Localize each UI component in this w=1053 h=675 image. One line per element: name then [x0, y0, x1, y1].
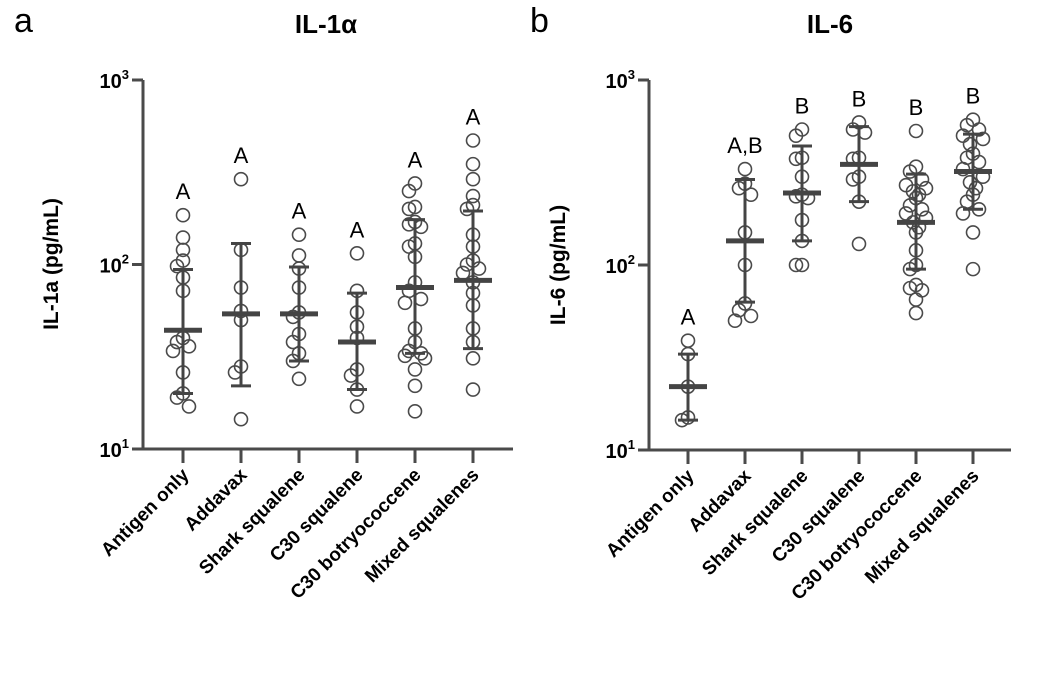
- significance-label: A,B: [727, 133, 762, 158]
- data-point: [233, 171, 249, 187]
- data-point: [975, 131, 991, 147]
- data-point: [727, 313, 743, 328]
- data-point: [965, 225, 981, 240]
- data-point: [465, 188, 481, 204]
- y-tick-label: 101: [606, 437, 635, 463]
- significance-label: B: [909, 95, 924, 120]
- data-point: [401, 201, 417, 217]
- significance-label: A: [350, 217, 365, 242]
- panel-b: b IL-6 IL-6 (pg/mL) 101 102 103 Antigen onl…: [530, 2, 1011, 604]
- significance-label: A: [408, 147, 423, 172]
- data-point: [397, 295, 413, 311]
- data-point: [291, 248, 307, 263]
- y-tick-label: 102: [100, 252, 129, 278]
- data-point: [731, 302, 747, 318]
- y-tick-label: 103: [606, 67, 635, 93]
- panel-a: a IL-1α IL-1a (pg/mL) 101 102 103 Antigen o…: [14, 2, 513, 603]
- panel-a-y-axis-label: IL-1a (pg/mL): [40, 198, 63, 330]
- data-point: [908, 123, 924, 139]
- y-tick-label: 101: [100, 436, 129, 462]
- panel-b-title: IL-6: [807, 9, 853, 39]
- data-point: [788, 257, 804, 273]
- data-point: [459, 201, 475, 217]
- data-point: [291, 227, 307, 243]
- significance-label: B: [852, 86, 867, 111]
- data-point: [175, 230, 191, 245]
- data-point: [175, 242, 191, 258]
- data-point: [911, 187, 927, 202]
- data-point: [794, 257, 810, 273]
- data-point: [455, 265, 471, 281]
- data-point: [851, 236, 867, 252]
- data-point: [955, 206, 971, 221]
- significance-label: A: [176, 179, 191, 204]
- data-point: [962, 136, 978, 152]
- data-point: [902, 164, 918, 179]
- data-point: [401, 183, 417, 199]
- data-point: [407, 362, 423, 377]
- data-point: [968, 180, 984, 196]
- data-point: [169, 390, 185, 405]
- significance-label: A: [681, 305, 696, 330]
- data-point: [743, 308, 759, 324]
- data-point: [971, 122, 987, 137]
- x-category-label: Shark squalene: [698, 466, 812, 580]
- data-point: [233, 411, 249, 427]
- data-point: [680, 333, 696, 348]
- data-point: [465, 382, 481, 397]
- panel-letter-a: a: [14, 2, 33, 40]
- panel-letter-b: b: [530, 2, 549, 40]
- data-point: [465, 156, 481, 172]
- data-point: [465, 351, 481, 366]
- data-point: [465, 171, 481, 187]
- data-point: [465, 133, 481, 148]
- x-category-label: Shark squalene: [195, 465, 309, 579]
- data-point: [737, 161, 753, 177]
- x-category-label: Antigen only: [97, 464, 194, 561]
- data-point: [407, 199, 423, 215]
- significance-label: A: [234, 143, 249, 168]
- data-point: [788, 128, 804, 143]
- data-point: [407, 404, 423, 419]
- y-tick-label: 102: [606, 252, 635, 278]
- data-point: [898, 206, 914, 221]
- significance-label: A: [292, 199, 307, 224]
- x-category-label: Mixed squalenes: [361, 465, 483, 587]
- panel-a-title: IL-1α: [295, 9, 357, 39]
- data-point: [181, 399, 197, 414]
- x-category-label: Antigen only: [602, 465, 699, 562]
- data-point: [349, 399, 365, 414]
- data-point: [908, 305, 924, 321]
- significance-label: B: [966, 84, 981, 109]
- data-point: [908, 292, 924, 307]
- y-tick-label: 103: [100, 67, 129, 93]
- data-point: [407, 378, 423, 394]
- data-point: [169, 258, 185, 274]
- data-point: [291, 371, 307, 387]
- significance-label: B: [795, 94, 810, 119]
- data-point: [397, 348, 413, 364]
- data-point: [349, 246, 365, 261]
- data-point: [965, 261, 981, 277]
- panel-b-y-axis-label: IL-6 (pg/mL): [547, 205, 570, 325]
- data-point: [165, 343, 181, 359]
- significance-label: A: [466, 104, 481, 129]
- data-point: [175, 207, 191, 223]
